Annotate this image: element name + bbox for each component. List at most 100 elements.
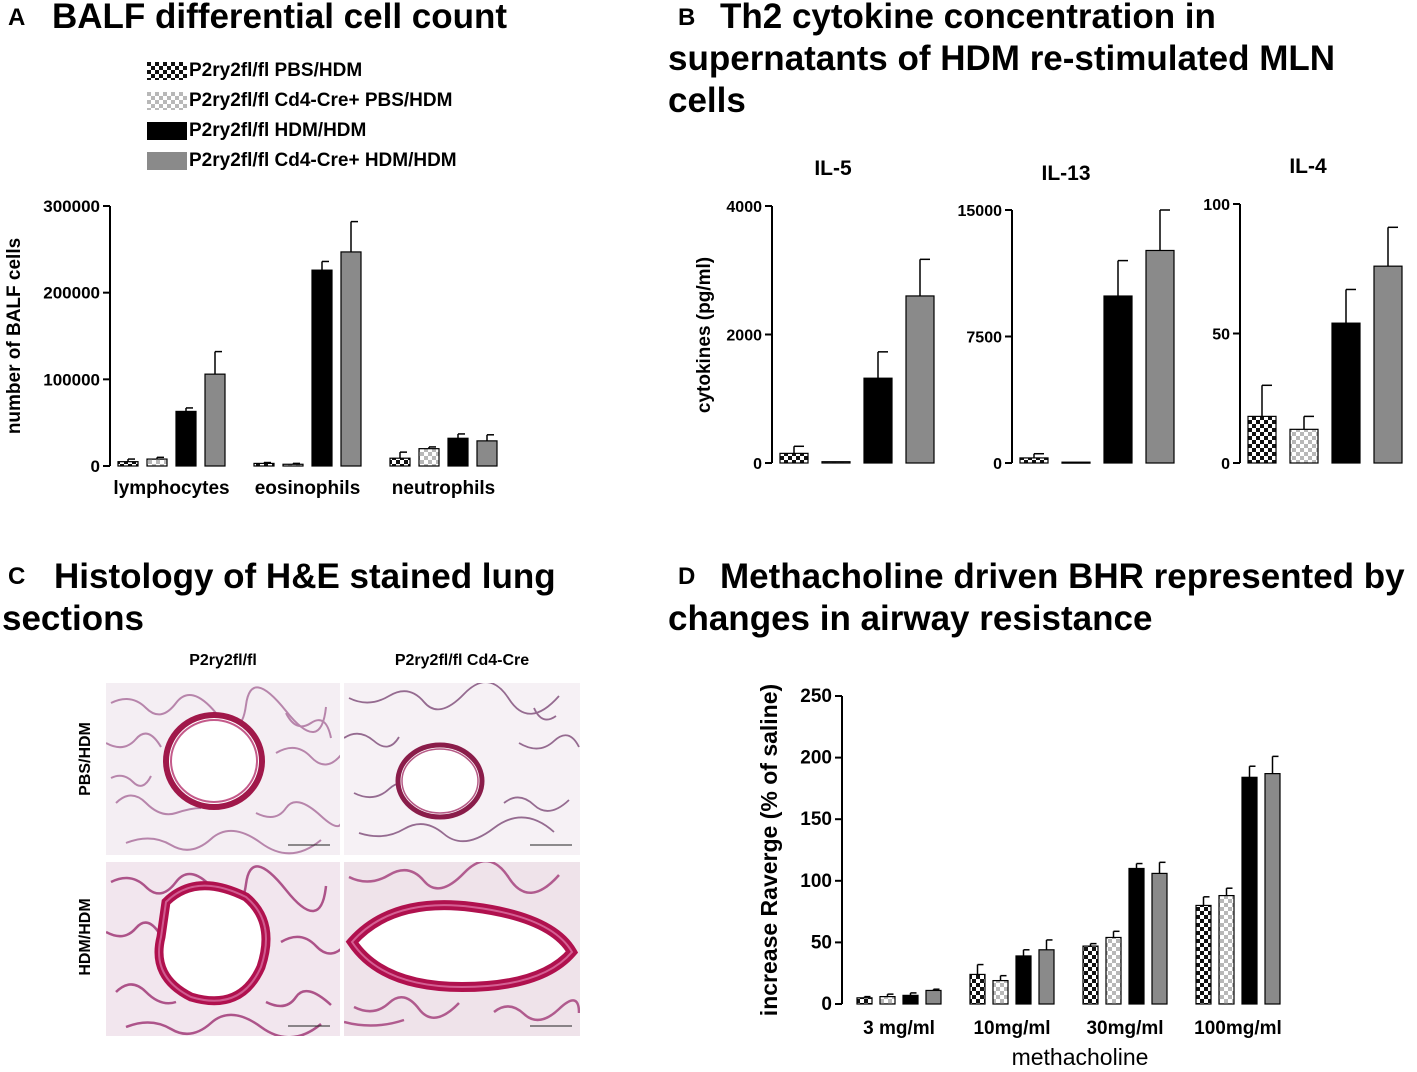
y-axis-label: cytokines (pg/ml) bbox=[694, 257, 715, 413]
y-tick-label: 2000 bbox=[726, 328, 762, 345]
legend-label: P2ry2fl/fl Cd4-Cre+ PBS/HDM bbox=[189, 90, 453, 111]
x-category-label: 100mg/ml bbox=[1194, 1018, 1282, 1039]
bar bbox=[1264, 773, 1281, 1005]
panel-letter-d: D bbox=[678, 563, 696, 590]
bar bbox=[282, 463, 304, 467]
y-tick-label: 100 bbox=[1203, 197, 1230, 214]
bar bbox=[447, 437, 469, 467]
bar bbox=[389, 457, 411, 467]
y-tick-label: 250 bbox=[800, 686, 832, 707]
histology-image-cre-hdm bbox=[344, 862, 580, 1036]
bar bbox=[1373, 265, 1403, 464]
histology-image-wt-pbs bbox=[106, 683, 340, 855]
panel-c: C Histology of H&E stained lung sections… bbox=[0, 555, 640, 1072]
x-category-label: 3 mg/ml bbox=[863, 1018, 935, 1039]
bar bbox=[779, 452, 809, 464]
legend-swatch bbox=[147, 152, 187, 170]
legend-swatch bbox=[147, 122, 187, 140]
panel-letter-b: B bbox=[678, 4, 696, 31]
panel-letter-a: A bbox=[8, 4, 26, 31]
y-tick-label: 15000 bbox=[958, 203, 1003, 220]
chart-d: 0 50 100 150 200 250 3 mg/ml 10mg/ml 30mg/ml 100m… bbox=[756, 684, 1282, 1070]
y-axis-label: increase Raverge (% of saline) bbox=[756, 684, 782, 1016]
legend-item: P2ry2fl/fl PBS/HDM bbox=[147, 56, 457, 86]
legend-swatch bbox=[147, 62, 187, 80]
legend-label: P2ry2fl/fl PBS/HDM bbox=[189, 60, 363, 81]
legend-label: P2ry2fl/fl HDM/HDM bbox=[189, 120, 367, 141]
bar bbox=[1103, 295, 1133, 464]
bar bbox=[1038, 949, 1055, 1005]
panel-d: D Methacholine driven BHR represented by… bbox=[668, 555, 1417, 1072]
y-tick-label: 0 bbox=[993, 456, 1002, 473]
bar bbox=[1015, 955, 1032, 1005]
bar bbox=[1082, 945, 1099, 1005]
subchart-title: IL-4 bbox=[1289, 155, 1327, 178]
panel-a-title: BALF differential cell count bbox=[52, 0, 508, 36]
panel-d-title: Methacholine driven BHR represented by c… bbox=[668, 557, 1405, 638]
bar bbox=[856, 997, 873, 1005]
subchart-title: IL-5 bbox=[814, 157, 852, 180]
bar bbox=[902, 994, 919, 1005]
legend-item: P2ry2fl/fl Cd4-Cre+ HDM/HDM bbox=[147, 146, 457, 176]
legend-swatch bbox=[147, 92, 187, 110]
chart-b: 0 2000 4000 IL-5 0 7500 15000 IL-13 0 50 100 IL-4 cy… bbox=[694, 155, 1403, 473]
bar bbox=[925, 989, 942, 1005]
bar bbox=[476, 440, 498, 467]
bar bbox=[418, 448, 440, 467]
bar bbox=[992, 979, 1009, 1005]
histology-image-wt-hdm bbox=[106, 862, 340, 1036]
y-tick-label: 0 bbox=[91, 457, 100, 476]
legend-item: P2ry2fl/fl Cd4-Cre+ PBS/HDM bbox=[147, 86, 457, 116]
y-tick-label: 7500 bbox=[966, 330, 1002, 347]
row-label: PBS/HDM bbox=[77, 722, 94, 796]
bar bbox=[117, 461, 139, 467]
y-tick-label: 0 bbox=[821, 994, 832, 1015]
bar bbox=[905, 295, 935, 464]
x-category-label: lymphocytes bbox=[113, 478, 229, 499]
panel-b-title: Th2 cytokine concentration in supernatan… bbox=[668, 0, 1335, 120]
y-tick-label: 50 bbox=[811, 932, 832, 953]
y-tick-label: 100 bbox=[800, 871, 832, 892]
y-tick-label: 200000 bbox=[43, 284, 100, 303]
bar bbox=[311, 269, 333, 467]
bar bbox=[863, 377, 893, 464]
row-label: HDM/HDM bbox=[77, 898, 94, 976]
y-tick-label: 0 bbox=[1221, 456, 1230, 473]
histology-image-cre-pbs bbox=[344, 683, 580, 855]
x-category-label: 10mg/ml bbox=[973, 1018, 1050, 1039]
column-label: P2ry2fl/fl Cd4-Cre bbox=[394, 652, 530, 669]
bar bbox=[1061, 461, 1091, 464]
legend: P2ry2fl/fl PBS/HDM P2ry2fl/fl Cd4-Cre+ P… bbox=[147, 56, 457, 176]
bar bbox=[340, 251, 362, 467]
y-tick-label: 100000 bbox=[43, 370, 100, 389]
bar bbox=[1331, 322, 1361, 464]
bar bbox=[1247, 415, 1277, 464]
y-tick-label: 4000 bbox=[726, 199, 762, 216]
x-axis-label: methacholine bbox=[1012, 1044, 1149, 1070]
panel-b: B Th2 cytokine concentration in supernat… bbox=[668, 0, 1417, 540]
y-tick-label: 0 bbox=[753, 456, 762, 473]
bar bbox=[879, 996, 896, 1005]
bar bbox=[1289, 428, 1319, 464]
bar bbox=[1145, 249, 1175, 464]
y-tick-label: 300000 bbox=[43, 197, 100, 216]
bar bbox=[1195, 904, 1212, 1005]
y-tick-label: 50 bbox=[1212, 327, 1230, 344]
panel-a: A BALF differential cell count P2ry2fl/f… bbox=[0, 0, 660, 540]
bar bbox=[253, 462, 275, 467]
bar bbox=[1241, 776, 1258, 1005]
x-category-label: neutrophils bbox=[392, 478, 495, 499]
column-label: P2ry2fl/fl bbox=[189, 652, 257, 669]
bar bbox=[1218, 894, 1235, 1005]
subchart-title: IL-13 bbox=[1041, 162, 1090, 185]
bar bbox=[204, 373, 226, 467]
x-category-label: 30mg/ml bbox=[1086, 1018, 1163, 1039]
chart-a: 0 100000 200000 300000 lymphocytes eosinophil… bbox=[4, 197, 498, 499]
legend-label: P2ry2fl/fl Cd4-Cre+ HDM/HDM bbox=[189, 150, 457, 171]
x-category-label: eosinophils bbox=[255, 478, 361, 499]
bar bbox=[821, 461, 851, 464]
bar bbox=[1105, 936, 1122, 1005]
y-tick-label: 200 bbox=[800, 748, 832, 769]
panel-letter-c: C bbox=[8, 563, 26, 590]
bar bbox=[146, 458, 168, 467]
